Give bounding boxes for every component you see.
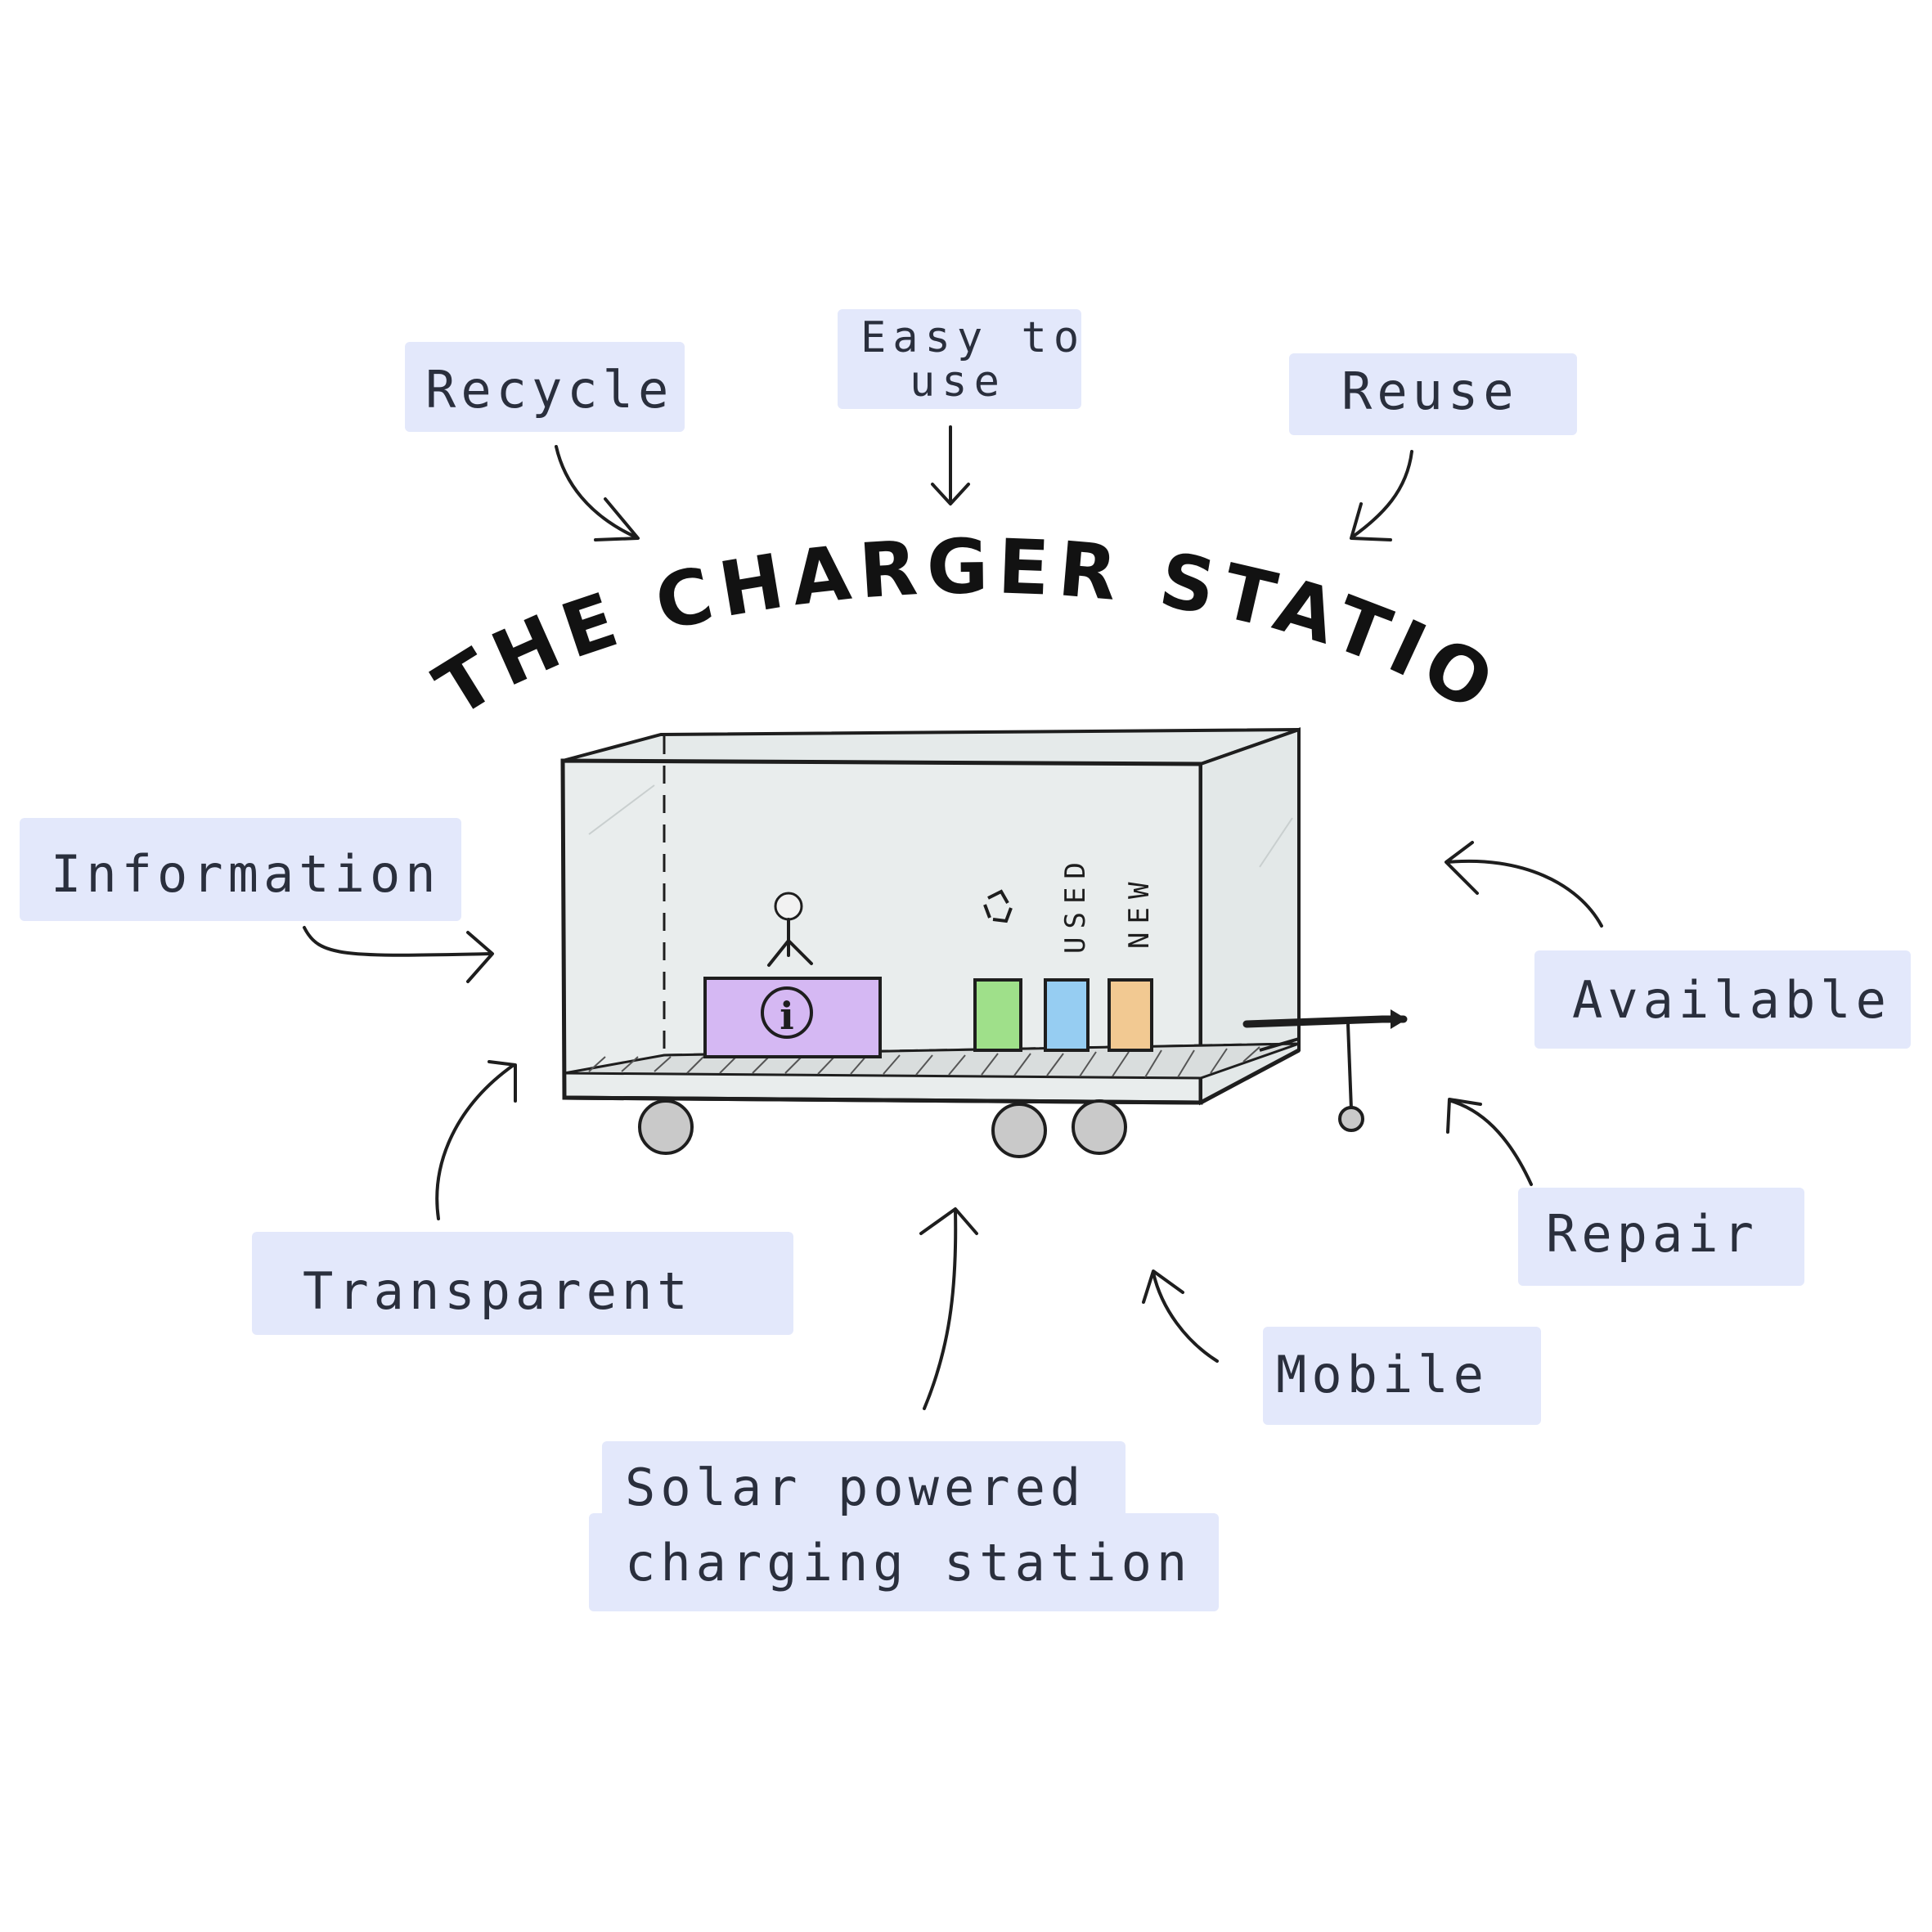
arrow-available: [1445, 841, 1603, 928]
trailer-floor: [564, 1042, 1300, 1080]
label-transparent-highlight: [252, 1232, 793, 1335]
label-repair-highlight: [1518, 1188, 1804, 1286]
arrow-easy-to-use: [931, 425, 970, 505]
arrow-solar: [919, 1207, 978, 1410]
glass-reflection-1: [588, 784, 655, 835]
floor-hatching: [588, 1046, 1260, 1078]
label-repair-text: Repair: [1546, 1204, 1759, 1264]
label-available-highlight: [1534, 950, 1911, 1049]
wheel-icon: [638, 1099, 694, 1155]
label-solar-line2: charging station: [625, 1533, 1192, 1593]
label-reuse: Reuse: [1289, 353, 1577, 435]
label-information-highlight: [20, 818, 461, 921]
label-solar-highlight-1: [602, 1441, 1126, 1523]
label-repair: Repair: [1518, 1188, 1804, 1286]
label-available-text: Available: [1572, 970, 1891, 1030]
label-solar-line1: Solar powered: [625, 1458, 1085, 1517]
trailer: i USED NEW: [560, 727, 1408, 1158]
recycle-icon: [983, 889, 1013, 923]
tow-bar: [1242, 1015, 1408, 1028]
arrow-reuse: [1350, 450, 1413, 541]
attendant-arms: [767, 939, 813, 967]
diagram-title-path: THE CHARGER STATION: [0, 0, 1506, 734]
attendant-figure: [767, 892, 813, 967]
label-recycle: Recycle: [405, 342, 685, 432]
label-recycle-highlight: [405, 342, 685, 432]
glass-reflection-2: [1259, 817, 1293, 868]
label-easy-line1: Easy to: [860, 313, 1085, 362]
label-recycle-text: Recycle: [425, 360, 673, 420]
label-easy-line2: use: [910, 357, 1006, 407]
new-bin: [1108, 978, 1153, 1052]
arrow-mobile: [1142, 1269, 1219, 1363]
label-available: Available: [1534, 950, 1911, 1049]
info-icon-letter: i: [780, 994, 793, 1038]
wheel-icon: [991, 1103, 1047, 1158]
label-transparent-text: Transparent: [303, 1261, 693, 1321]
label-transparent: Transparent: [252, 1232, 793, 1335]
label-solar: Solar powered charging station: [589, 1441, 1219, 1611]
trailer-chassis: [564, 1048, 1301, 1105]
info-icon: [761, 986, 813, 1039]
arrow-recycle: [555, 445, 640, 541]
arrow-transparent: [435, 1060, 517, 1220]
arrow-information: [303, 926, 494, 983]
label-mobile-text: Mobile: [1276, 1345, 1489, 1404]
label-information-text: Information: [51, 844, 441, 904]
trailer-top: [562, 728, 1300, 766]
bin-label-new: NEW: [1123, 874, 1156, 949]
label-information: Information: [20, 818, 461, 921]
arrow-repair: [1446, 1098, 1533, 1186]
label-reuse-text: Reuse: [1341, 362, 1519, 421]
label-reuse-highlight: [1289, 353, 1577, 435]
recycle-bin: [973, 978, 1022, 1052]
info-desk: [703, 977, 882, 1058]
used-bin: [1044, 978, 1090, 1052]
label-mobile-highlight: [1263, 1327, 1541, 1425]
diagram-title: THE CHARGER STATION: [0, 0, 1514, 734]
label-easy-to-use: Easy to use: [838, 309, 1085, 409]
bin-label-used: USED: [1059, 854, 1092, 954]
tow-bar-brace: [1259, 1037, 1300, 1052]
jockey-leg: [1346, 1023, 1353, 1110]
attendant-head: [774, 892, 803, 921]
wheel-icon: [1072, 1099, 1127, 1155]
tow-bar-tip: [1391, 1009, 1407, 1029]
label-solar-highlight-2: [589, 1513, 1219, 1611]
jockey-wheel-icon: [1338, 1106, 1364, 1132]
label-easy-highlight: [838, 309, 1081, 409]
label-mobile: Mobile: [1263, 1327, 1541, 1425]
